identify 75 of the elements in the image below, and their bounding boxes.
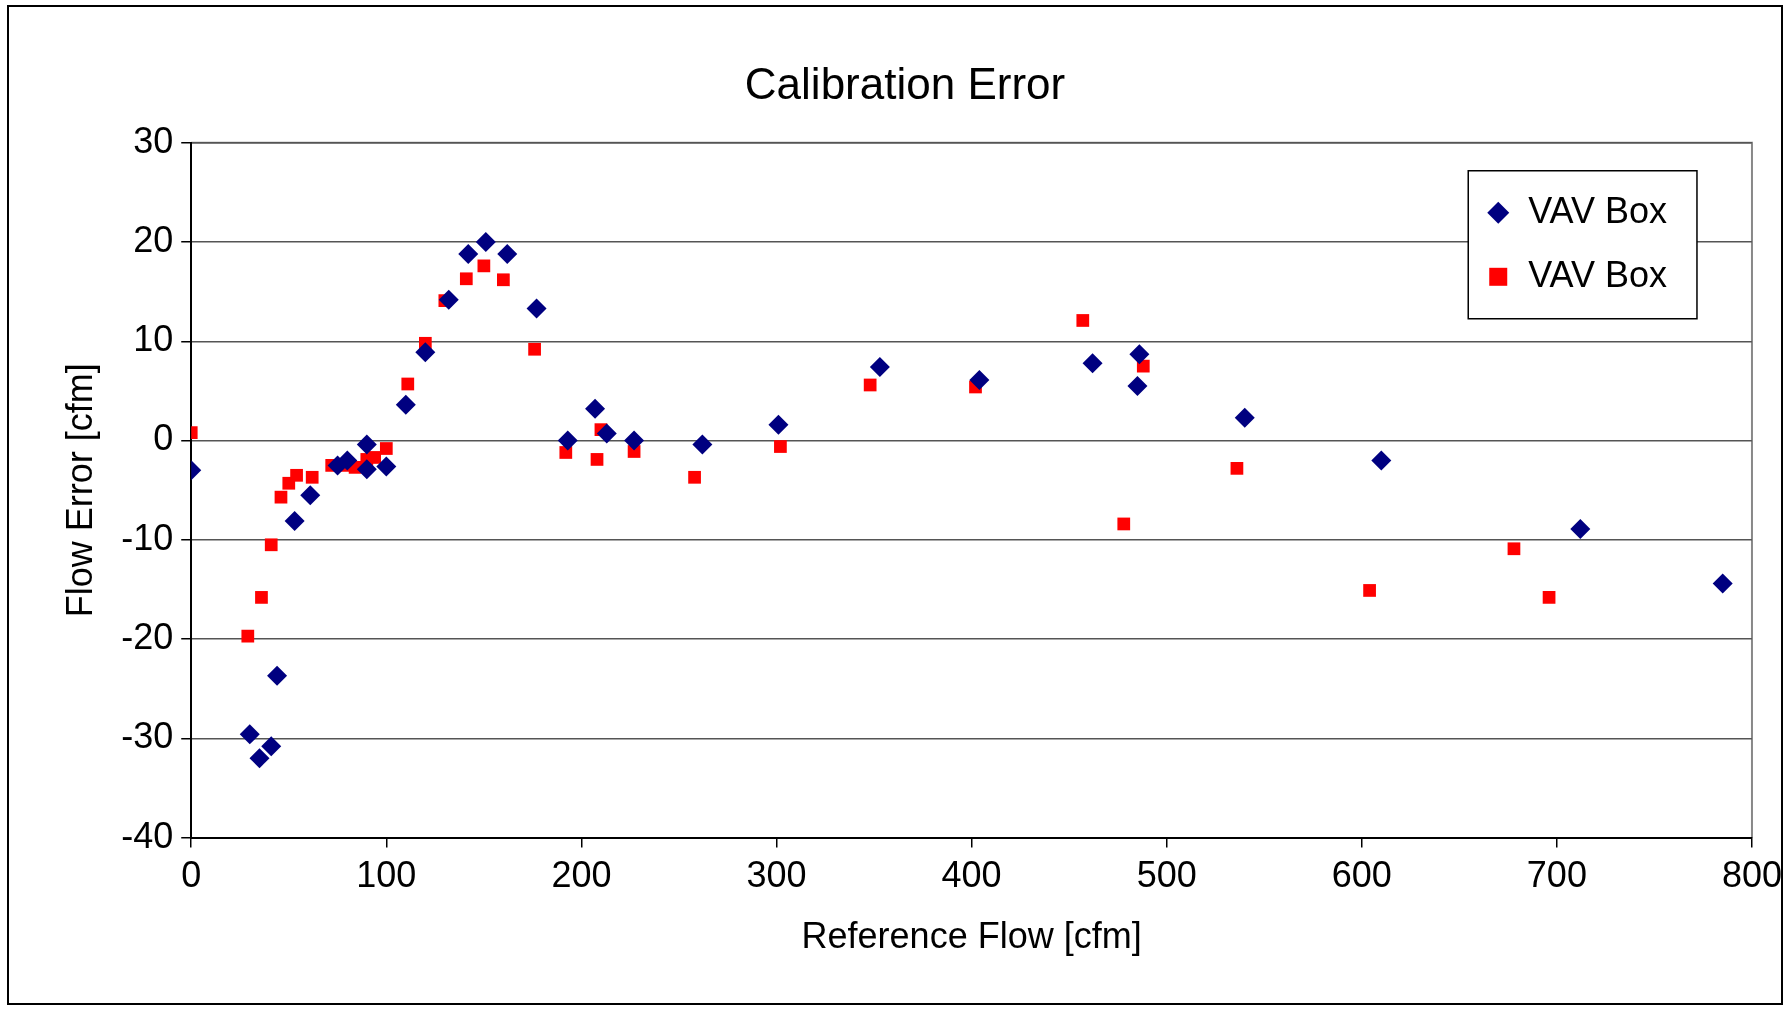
point — [1507, 542, 1521, 556]
point — [497, 243, 518, 264]
point — [1076, 314, 1090, 327]
point — [241, 629, 255, 643]
point — [300, 485, 321, 506]
point — [401, 377, 415, 391]
legend-label: VAV Box — [1528, 189, 1667, 231]
point — [692, 434, 713, 455]
y-tick-label: 0 — [153, 417, 174, 459]
x-tick-label: 100 — [356, 854, 417, 896]
point — [863, 378, 877, 392]
point — [1082, 353, 1103, 374]
y-tick-label: 20 — [133, 218, 174, 260]
point — [475, 232, 496, 253]
point — [590, 453, 604, 466]
point — [969, 370, 990, 391]
point — [497, 273, 510, 287]
point — [379, 442, 393, 455]
point — [1363, 584, 1376, 597]
x-tick-label: 600 — [1331, 854, 1392, 896]
point — [376, 456, 397, 477]
point — [264, 538, 278, 552]
point — [585, 398, 606, 419]
x-tick-label: 700 — [1526, 854, 1587, 896]
point — [1230, 462, 1244, 475]
point — [688, 470, 701, 484]
x-tick-label: 0 — [181, 854, 202, 896]
point — [1542, 591, 1556, 604]
y-axis-title: Flow Error [cfm] — [58, 363, 100, 618]
legend-label: VAV Box — [1528, 253, 1667, 295]
point — [1371, 450, 1392, 471]
point — [356, 434, 377, 455]
point — [305, 470, 319, 484]
point — [1127, 375, 1148, 396]
point — [1234, 407, 1255, 428]
point — [415, 342, 436, 363]
x-tick-label: 400 — [941, 854, 1002, 896]
point — [774, 440, 787, 453]
point — [526, 298, 547, 319]
point — [557, 430, 578, 451]
point — [239, 724, 260, 745]
point — [1117, 517, 1131, 531]
y-tick-label: -30 — [121, 715, 174, 757]
point — [596, 423, 617, 444]
point — [459, 272, 473, 286]
point — [768, 414, 789, 435]
point — [1129, 344, 1150, 365]
y-tick-label: 10 — [133, 318, 174, 360]
point — [528, 342, 541, 356]
point — [395, 394, 416, 415]
point — [458, 243, 479, 264]
x-axis-title: Reference Flow [cfm] — [801, 915, 1142, 957]
point — [624, 430, 645, 451]
point — [1712, 573, 1733, 594]
point — [249, 748, 270, 769]
point — [267, 665, 288, 686]
point — [438, 289, 459, 310]
point — [290, 468, 303, 482]
point — [261, 736, 282, 757]
x-tick-label: 300 — [746, 854, 807, 896]
point — [356, 459, 377, 480]
x-tick-label: 500 — [1136, 854, 1197, 896]
point — [255, 591, 268, 604]
chart-title: Calibration Error — [744, 58, 1066, 108]
y-tick-label: 30 — [133, 119, 174, 161]
x-tick-label: 200 — [551, 854, 612, 896]
y-tick-label: -20 — [121, 616, 174, 658]
x-tick-label: 800 — [1721, 854, 1783, 896]
point — [274, 490, 288, 504]
y-tick-label: -40 — [121, 814, 174, 856]
point — [284, 510, 305, 531]
point — [1570, 518, 1591, 539]
point — [869, 357, 890, 378]
point — [368, 451, 381, 464]
y-tick-label: -10 — [121, 516, 174, 558]
